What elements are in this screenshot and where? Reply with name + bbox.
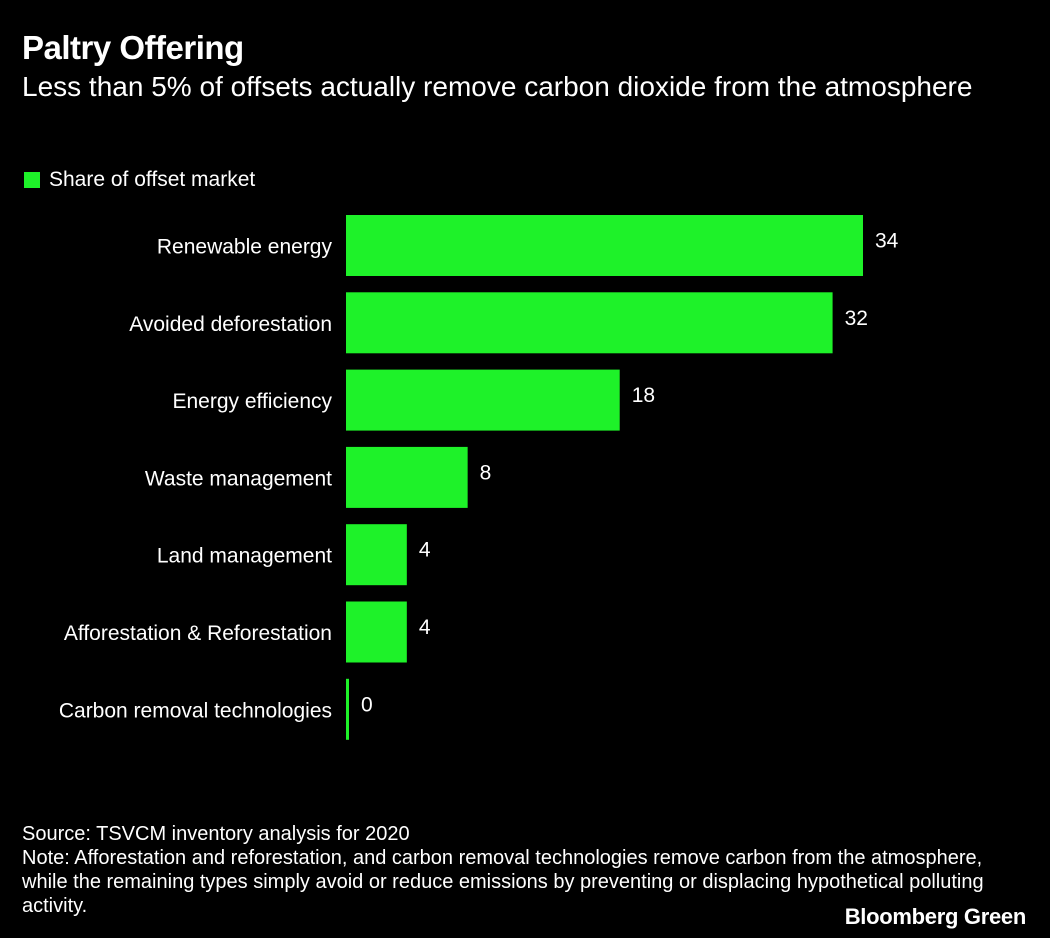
data-label: 32 bbox=[845, 307, 868, 330]
data-label: 34 bbox=[875, 230, 899, 253]
bar bbox=[346, 369, 620, 431]
data-label: 18 bbox=[632, 384, 655, 407]
source-note: Source: TSVCM inventory analysis for 202… bbox=[22, 823, 410, 845]
bar bbox=[346, 524, 407, 586]
bar bbox=[346, 446, 468, 508]
category-label: Renewable energy bbox=[157, 236, 333, 259]
category-label: Waste management bbox=[145, 467, 332, 490]
data-label: 4 bbox=[419, 616, 431, 639]
legend: Share of offset market bbox=[24, 168, 255, 192]
legend-label: Share of offset market bbox=[49, 168, 256, 191]
bar bbox=[346, 601, 407, 663]
category-label: Energy efficiency bbox=[172, 390, 332, 413]
category-label: Land management bbox=[157, 545, 332, 568]
brand-logo: Bloomberg Green bbox=[844, 904, 1027, 929]
methodology-note: Note: Afforestation and reforestation, a… bbox=[22, 847, 984, 917]
category-label: Avoided deforestation bbox=[129, 313, 332, 336]
footer: Source: TSVCM inventory analysis for 202… bbox=[22, 822, 1012, 918]
bar-chart: Renewable energy 34 Avoided deforestation 3… bbox=[59, 215, 899, 740]
bar bbox=[346, 215, 863, 276]
data-label: 4 bbox=[419, 539, 431, 562]
data-label: 8 bbox=[480, 461, 492, 484]
category-label: Afforestation & Reforestation bbox=[64, 622, 332, 645]
category-label: Carbon removal technologies bbox=[59, 699, 332, 722]
legend-swatch bbox=[24, 172, 40, 188]
data-label: 0 bbox=[361, 693, 373, 716]
bar bbox=[346, 292, 833, 354]
chart-subtitle: Less than 5% of offsets actually remove … bbox=[22, 71, 973, 102]
bar bbox=[346, 678, 349, 740]
chart-title: Paltry Offering bbox=[22, 29, 244, 66]
